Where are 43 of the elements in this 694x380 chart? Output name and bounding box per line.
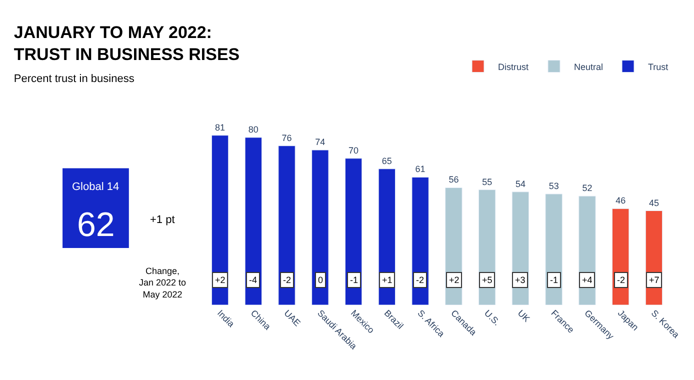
annotation: -2 xyxy=(283,275,292,285)
data-label: 70 xyxy=(348,145,359,156)
annotation: -1 xyxy=(550,275,558,285)
data-label: 80 xyxy=(248,124,258,134)
bar xyxy=(344,158,362,305)
legend-label: Trust xyxy=(648,62,669,72)
annotation: +5 xyxy=(482,275,492,285)
annotation: +2 xyxy=(215,275,226,285)
data-label: 46 xyxy=(616,196,626,206)
legend-label: Distrust xyxy=(498,62,529,72)
data-label: 56 xyxy=(448,174,459,185)
data-label: 65 xyxy=(382,156,392,166)
data-label: 76 xyxy=(282,132,292,143)
data-label: 52 xyxy=(582,183,592,194)
annotation: +7 xyxy=(649,275,660,285)
data-label: 61 xyxy=(415,164,426,174)
legend-label: Neutral xyxy=(574,62,604,72)
data-label: 54 xyxy=(515,178,526,189)
annotation: -2 xyxy=(416,275,424,285)
bar xyxy=(244,137,262,305)
text: Change, Jan 2022 to May 2022 xyxy=(139,266,186,300)
annotation: +3 xyxy=(515,275,526,285)
chart-title: JANUARY TO MAY 2022: TRUST IN BUSINESS RISES xyxy=(14,23,240,64)
annotation: +1 xyxy=(382,275,392,285)
data-label: 81 xyxy=(215,122,226,132)
data-label: 45 xyxy=(648,198,659,208)
annotation: -2 xyxy=(617,275,626,285)
x-tick-label: UK xyxy=(516,308,532,324)
data-label: 74 xyxy=(315,137,326,148)
annotation: +2 xyxy=(449,275,460,285)
text: 62 xyxy=(77,206,115,244)
bar xyxy=(312,150,329,305)
annotation: 0 xyxy=(318,275,324,285)
bar xyxy=(211,135,229,305)
bar xyxy=(278,146,296,305)
text: Global 14 xyxy=(72,181,120,193)
text: Percent trust in business xyxy=(14,73,135,86)
annotation: -1 xyxy=(350,275,358,285)
annotation: -4 xyxy=(249,275,258,285)
data-label: 55 xyxy=(482,176,492,187)
annotation: +4 xyxy=(582,275,592,285)
data-label: 53 xyxy=(548,181,559,191)
text: +1 pt xyxy=(150,214,175,226)
